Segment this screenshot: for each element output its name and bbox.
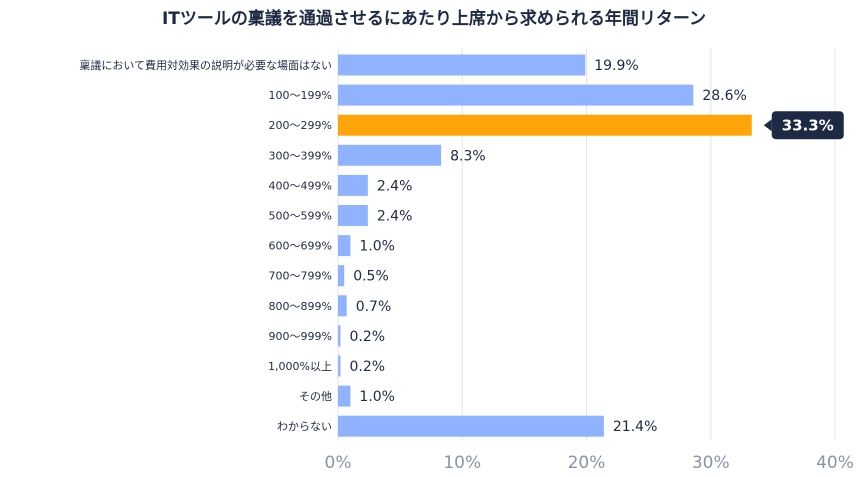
bar — [338, 385, 351, 407]
value-label: 2.4% — [377, 178, 413, 194]
value-label: 0.2% — [349, 329, 385, 345]
x-tick-label: 0% — [325, 453, 352, 473]
bar — [338, 174, 368, 196]
callout-box — [771, 111, 844, 140]
x-tick-label: 10% — [443, 453, 481, 473]
x-tick-label: 30% — [692, 453, 730, 473]
value-label: 2.4% — [377, 209, 413, 225]
category-label: 300〜399% — [269, 149, 332, 162]
value-label: 0.5% — [353, 269, 389, 285]
category-label: 700〜799% — [269, 270, 332, 283]
category-label: 200〜299% — [269, 119, 332, 132]
bar — [338, 415, 604, 437]
bar — [338, 295, 347, 317]
bar — [338, 84, 694, 106]
bar — [338, 325, 341, 347]
value-label: 1.0% — [359, 239, 395, 255]
bar — [338, 355, 341, 377]
bar — [338, 54, 586, 76]
value-label: 1.0% — [359, 389, 395, 405]
x-axis-ticks: 0% 10% 20% 30% 40% — [325, 453, 854, 473]
bar-highlighted — [338, 114, 752, 136]
category-label: 900〜999% — [269, 330, 332, 343]
x-tick-label: 20% — [568, 453, 606, 473]
bar — [338, 144, 442, 166]
category-label: 100〜199% — [269, 89, 332, 102]
value-label: 0.2% — [349, 359, 385, 375]
category-label: わからない — [277, 420, 332, 433]
value-label: 0.7% — [356, 299, 392, 315]
value-label: 28.6% — [702, 88, 746, 104]
bars — [338, 54, 752, 437]
bar — [338, 235, 351, 257]
value-label: 21.4% — [613, 419, 657, 435]
value-labels: 19.9% 28.6% 33.3% 8.3% 2.4% 2.4% 1.0% 0.5% 0.7% 0… — [349, 58, 844, 435]
bar — [338, 205, 368, 226]
gridlines — [337, 48, 836, 440]
category-label: 400〜499% — [269, 179, 332, 192]
chart-title: ITツールの稟議を通過させるにあたり上席から求められる年間リターン — [162, 8, 706, 29]
value-label-highlighted: 33.3% — [782, 117, 834, 135]
bar — [338, 265, 345, 287]
value-label: 19.9% — [594, 58, 638, 74]
category-label: 稟議において費用対効果の説明が必要な場面はない — [79, 58, 332, 72]
category-label: 500〜599% — [269, 210, 332, 223]
x-tick-label: 40% — [816, 453, 854, 473]
category-label: 1,000%以上 — [268, 360, 332, 373]
category-label: その他 — [299, 390, 332, 403]
category-label: 600〜699% — [269, 240, 332, 253]
callout-arrow — [763, 119, 772, 132]
category-labels: 稟議において費用対効果の説明が必要な場面はない 100〜199% 200〜299% 3… — [79, 58, 332, 433]
value-label: 8.3% — [450, 148, 486, 164]
category-label: 800〜899% — [269, 300, 332, 313]
highlight-callout: 33.3% — [763, 111, 844, 140]
